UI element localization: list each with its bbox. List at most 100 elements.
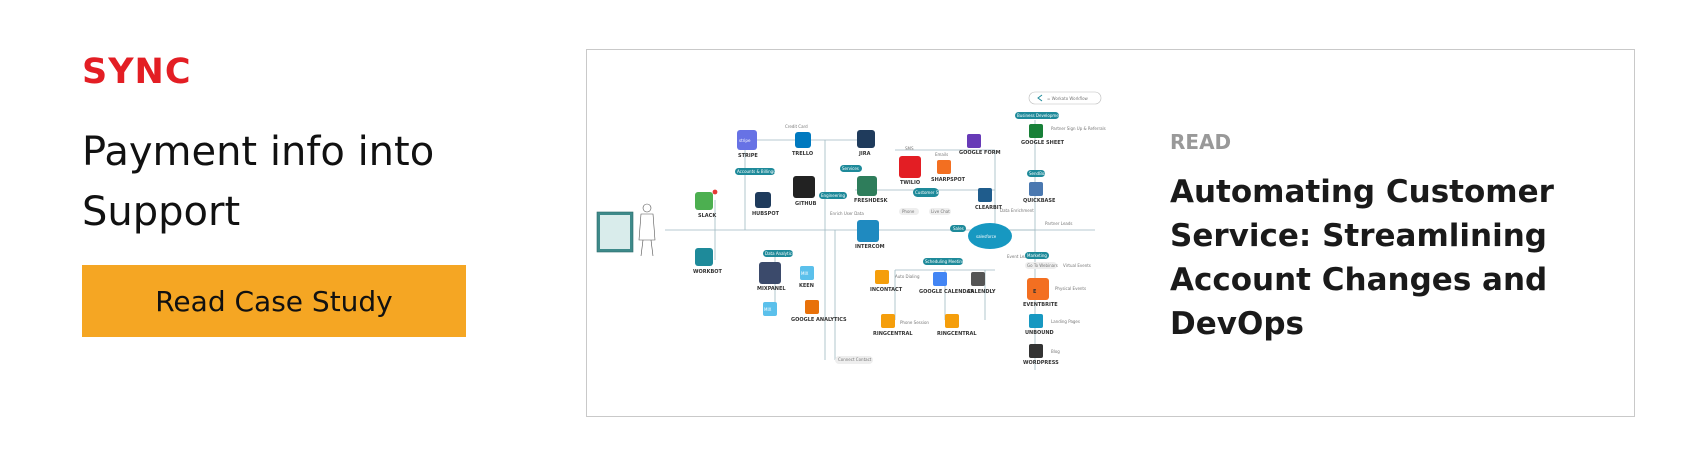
landing-pages-label: Landing Pages bbox=[1051, 319, 1080, 324]
mixpanel-label: MIXPANEL bbox=[757, 286, 786, 292]
connector-lines bbox=[665, 120, 1095, 370]
mix-logo-text: MIX bbox=[801, 271, 809, 276]
slack-node: SLACK bbox=[695, 189, 718, 219]
eventbrite-letter: E bbox=[1033, 289, 1037, 295]
blog-label: Blog bbox=[1051, 349, 1060, 354]
ringcentral-node: RINGCENTRAL Phone Session RINGCENTRAL bbox=[873, 314, 977, 337]
partner-leads-label: Partner Leads bbox=[1045, 221, 1073, 226]
github-label: GITHUB bbox=[795, 201, 817, 207]
card-title[interactable]: Automating Customer Service: Streamlinin… bbox=[1170, 174, 1554, 342]
freshdesk-label: FRESHDESK bbox=[854, 198, 889, 204]
stripe-label: STRIPE bbox=[738, 153, 758, 159]
ringcentral-label-2: RINGCENTRAL bbox=[937, 331, 977, 337]
google-calendar-node: GOOGLE CALENDAR bbox=[919, 272, 974, 295]
ringcentral-label-1: RINGCENTRAL bbox=[873, 331, 913, 337]
workbot-label: WORKBOT bbox=[693, 269, 723, 275]
enrich-user-data-label: Enrich User Data bbox=[830, 211, 864, 216]
clearbit-node: CLEARBIT Data Enrichment bbox=[975, 188, 1034, 213]
marketing-text: Marketing bbox=[1027, 253, 1047, 258]
connect-contact-pill: Connect Contact bbox=[835, 356, 873, 364]
stripe-node: stripe STRIPE bbox=[737, 130, 758, 159]
salesforce-node: Sales salesforce bbox=[950, 223, 1012, 249]
scheduling-meetings-tag: Scheduling Meetings bbox=[923, 258, 967, 265]
engineering-tag: Engineering bbox=[819, 192, 847, 199]
accounts-billing-tag: Accounts & Billings bbox=[735, 168, 775, 175]
emails-label: Emails bbox=[935, 152, 948, 157]
clearbit-label: CLEARBIT bbox=[975, 205, 1003, 211]
customer-success-text: Customer Success bbox=[915, 190, 952, 195]
incontact-node: INCONTACT Auto Dialing bbox=[870, 270, 920, 293]
accounts-billing-text: Accounts & Billings bbox=[737, 169, 775, 174]
marketing-branch: Marketing Go To Webinars Virtual Events … bbox=[1023, 252, 1091, 366]
keen-logo-text: MIX bbox=[764, 307, 772, 312]
services-tag: Services bbox=[840, 165, 862, 172]
event-leads-label: Event Leads bbox=[1007, 254, 1031, 259]
google-sheet-node: Business Development GOOGLE SHEET Partne… bbox=[1015, 112, 1106, 146]
phone-session-label: Phone Session bbox=[900, 320, 929, 325]
sharpspot-node: SHARPSPOT Emails bbox=[931, 152, 966, 183]
incontact-label: INCONTACT bbox=[870, 287, 903, 293]
legend-text: = Workato Workflow bbox=[1047, 96, 1089, 101]
unbound-label: UNBOUND bbox=[1025, 330, 1054, 336]
google-sheet-label: GOOGLE SHEET bbox=[1021, 140, 1065, 146]
diagram-legend: = Workato Workflow bbox=[1028, 91, 1102, 105]
intercom-node: INTERCOM Enrich User Data bbox=[830, 211, 885, 250]
headline-line-2: Support bbox=[82, 189, 241, 235]
google-analytics-label: GOOGLE ANALYTICS bbox=[791, 317, 847, 323]
keen-node: MIX GOOGLE ANALYTICS bbox=[763, 300, 847, 323]
read-case-study-button[interactable]: Read Case Study bbox=[82, 265, 466, 337]
virtual-events-label: Virtual Events bbox=[1063, 263, 1091, 268]
calendly-label: CALENDLY bbox=[967, 289, 996, 295]
twilio-node: TWILIO SMS bbox=[899, 146, 921, 186]
trello-label: TRELLO bbox=[792, 151, 813, 157]
slack-label: SLACK bbox=[698, 213, 717, 219]
google-form-node: GOOGLE FORM bbox=[959, 134, 1001, 156]
workbot-node: WORKBOT bbox=[693, 248, 723, 275]
services-text: Services bbox=[842, 166, 859, 171]
card-eyebrow: READ bbox=[1170, 130, 1232, 154]
data-enrichment-label: Data Enrichment bbox=[1000, 208, 1034, 213]
calendly-node: CALENDLY bbox=[967, 272, 996, 295]
phone-label: Phone bbox=[902, 209, 915, 214]
auto-dialing-label: Auto Dialing bbox=[895, 274, 920, 279]
sharpspot-label: SHARPSPOT bbox=[931, 177, 966, 183]
hubspot-node: HUBSPOT bbox=[752, 192, 780, 217]
live-chat-label: Live Chat bbox=[931, 209, 950, 214]
workflow-diagram: = Workato Workflow SLACK WORKBOT bbox=[596, 91, 1106, 370]
data-analytics-text: Data Analytics bbox=[765, 251, 794, 256]
partner-signup-label: Partner Sign Up & Referrals bbox=[1051, 126, 1106, 131]
salesforce-logo-text: salesforce bbox=[976, 234, 997, 239]
freshdesk-node: FRESHDESK bbox=[854, 176, 889, 204]
google-form-label: GOOGLE FORM bbox=[959, 150, 1001, 156]
business-development-text: Business Development bbox=[1017, 113, 1063, 118]
connect-contact-label: Connect Contact bbox=[838, 357, 872, 362]
promo-panel: SYNC Payment info into Support bbox=[82, 52, 482, 242]
twilio-label: TWILIO bbox=[900, 180, 920, 186]
data-analytics-tag: Data Analytics bbox=[763, 250, 794, 257]
quickbase-label: QUICKBASE bbox=[1023, 198, 1056, 204]
keen-label: KEEN bbox=[799, 283, 814, 289]
physical-events-label: Physical Events bbox=[1055, 286, 1086, 291]
intercom-label: INTERCOM bbox=[855, 244, 885, 250]
card-text: READ Automating Customer Service: Stream… bbox=[1170, 130, 1610, 346]
stripe-logo-text: stripe bbox=[739, 138, 751, 143]
scheduling-meetings-text: Scheduling Meetings bbox=[925, 259, 967, 264]
jira-label: JIRA bbox=[858, 151, 871, 157]
user-illustration bbox=[596, 203, 656, 257]
engineering-text: Engineering bbox=[821, 193, 845, 198]
go-to-webinars-label: Go To Webinars bbox=[1027, 263, 1058, 268]
wordpress-label: WORDPRESS bbox=[1023, 360, 1059, 366]
hubspot-label: HUBSPOT bbox=[752, 211, 780, 217]
github-node: GITHUB bbox=[793, 176, 817, 207]
sales-text: Sales bbox=[953, 226, 964, 231]
eventbrite-label: EVENTBRITE bbox=[1023, 302, 1058, 308]
google-calendar-label: GOOGLE CALENDAR bbox=[919, 289, 974, 295]
promo-headline: Payment info into Support bbox=[82, 122, 482, 242]
phone-livechat-labels: Phone Live Chat bbox=[899, 208, 951, 215]
sms-label: SMS bbox=[905, 146, 914, 151]
mixpanel-node: MIXPANEL bbox=[757, 262, 786, 292]
section-eyebrow: SYNC bbox=[82, 52, 192, 92]
credit-card-label: Credit Card bbox=[785, 124, 808, 129]
case-study-card[interactable]: = Workato Workflow SLACK WORKBOT bbox=[586, 49, 1635, 417]
customer-success-tag: Customer Success bbox=[913, 188, 952, 197]
